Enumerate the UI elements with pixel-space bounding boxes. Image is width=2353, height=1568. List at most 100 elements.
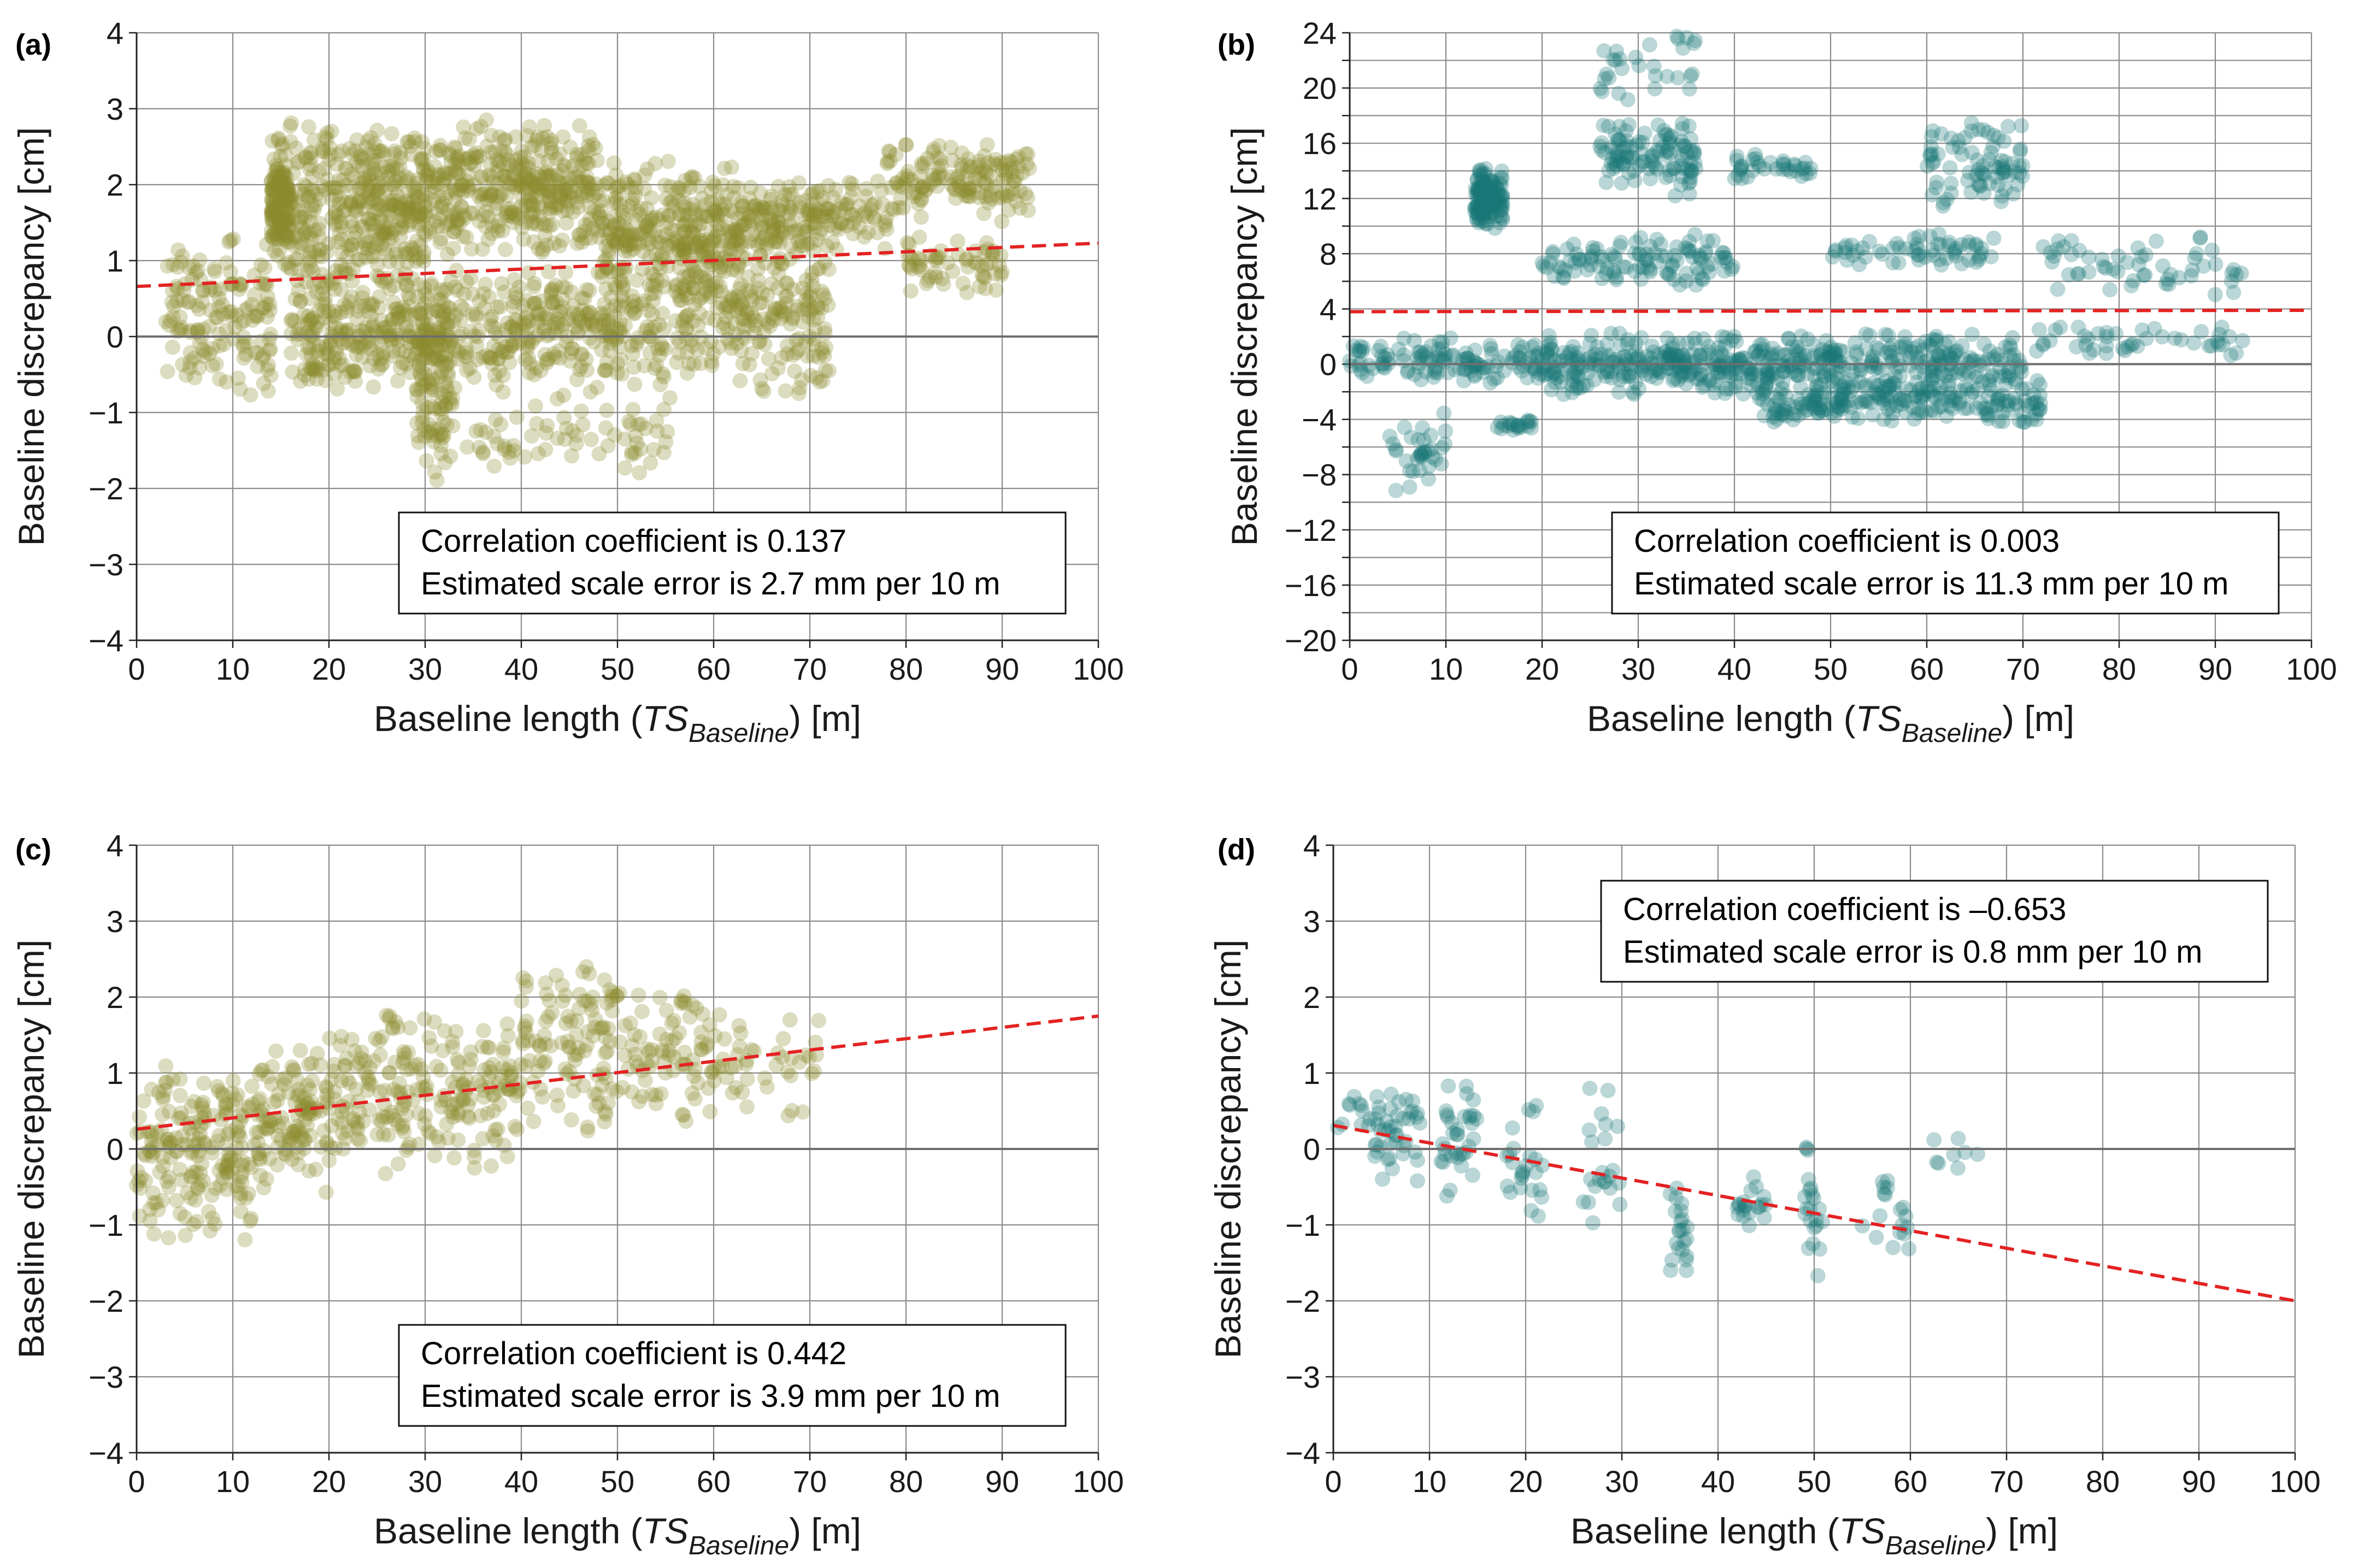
- data-point: [263, 174, 279, 190]
- data-point: [2099, 329, 2115, 345]
- data-point: [557, 432, 573, 447]
- data-point: [302, 1093, 318, 1109]
- data-point: [284, 311, 300, 327]
- data-point: [337, 262, 353, 278]
- data-point: [563, 172, 579, 187]
- data-point: [160, 258, 175, 274]
- data-point: [415, 403, 431, 418]
- x-tick-label: 50: [601, 652, 634, 686]
- data-point: [1943, 175, 1959, 191]
- data-point: [348, 364, 363, 380]
- data-point: [223, 308, 239, 324]
- data-point: [330, 327, 345, 343]
- data-point: [208, 309, 224, 325]
- data-point: [246, 287, 262, 303]
- annotation-line: Correlation coefficient is 0.003: [1634, 523, 2060, 559]
- data-point: [263, 202, 279, 217]
- data-point: [249, 345, 265, 361]
- data-point: [493, 144, 509, 160]
- data-point: [293, 1130, 309, 1146]
- data-point: [472, 213, 487, 229]
- data-point: [202, 282, 217, 298]
- y-tick-label: 20: [1303, 71, 1337, 105]
- data-point: [291, 154, 307, 169]
- data-point: [326, 308, 342, 323]
- data-point: [414, 415, 430, 431]
- data-point: [903, 283, 919, 299]
- data-point: [292, 373, 308, 389]
- data-point: [2115, 340, 2131, 356]
- data-point: [202, 319, 217, 334]
- data-point: [415, 409, 431, 425]
- data-point: [440, 368, 456, 384]
- data-point: [280, 188, 296, 204]
- data-point: [364, 298, 380, 313]
- data-point: [192, 272, 208, 288]
- data-point: [279, 169, 295, 185]
- data-point: [266, 199, 281, 215]
- data-point: [656, 445, 672, 461]
- data-point: [556, 387, 572, 403]
- data-point: [313, 241, 328, 257]
- data-point: [424, 398, 440, 414]
- data-point: [828, 182, 844, 197]
- data-point: [1942, 160, 1958, 176]
- data-point: [344, 237, 360, 253]
- data-point: [1986, 231, 2002, 246]
- data-point: [268, 157, 284, 173]
- data-point: [190, 263, 206, 279]
- data-point: [279, 214, 295, 229]
- data-point: [366, 192, 382, 208]
- data-point: [276, 215, 292, 231]
- data-point: [1405, 464, 1421, 479]
- data-point: [1832, 343, 1848, 358]
- data-point: [461, 167, 477, 182]
- data-point: [302, 161, 317, 177]
- data-point: [1922, 146, 1938, 162]
- data-point: [1795, 161, 1810, 177]
- data-point: [275, 227, 291, 243]
- data-point: [378, 274, 393, 290]
- data-point: [796, 220, 812, 235]
- data-point: [328, 341, 344, 357]
- data-point: [353, 180, 369, 196]
- data-point: [416, 321, 432, 337]
- data-point: [659, 215, 675, 231]
- data-point: [219, 1182, 235, 1198]
- data-point: [433, 438, 449, 453]
- data-point: [415, 161, 431, 176]
- data-point: [1939, 408, 1955, 424]
- data-point: [430, 219, 446, 234]
- data-point: [291, 202, 307, 218]
- data-point: [454, 177, 469, 193]
- data-point: [979, 137, 995, 152]
- data-point: [327, 366, 343, 382]
- data-point: [372, 181, 387, 197]
- data-point: [357, 236, 373, 252]
- data-point: [802, 288, 818, 304]
- data-point: [658, 191, 674, 207]
- data-point: [582, 211, 598, 227]
- data-point: [362, 341, 378, 356]
- x-tick-label: 10: [1429, 652, 1463, 686]
- data-point: [367, 223, 383, 239]
- data-point: [1631, 381, 1647, 397]
- data-point: [687, 203, 703, 219]
- data-point: [269, 231, 285, 247]
- data-point: [1413, 449, 1429, 465]
- data-point: [309, 372, 325, 387]
- data-point: [490, 436, 505, 452]
- data-point: [1976, 122, 1992, 138]
- data-point: [398, 246, 414, 261]
- data-point: [279, 185, 295, 201]
- data-point: [419, 344, 435, 360]
- data-point: [438, 398, 454, 414]
- data-point: [1592, 138, 1608, 154]
- data-point: [278, 148, 293, 163]
- data-point: [201, 1204, 216, 1219]
- data-point: [541, 168, 557, 184]
- data-point: [387, 246, 403, 262]
- data-point: [355, 193, 370, 209]
- data-point: [386, 349, 402, 364]
- data-point: [279, 234, 295, 250]
